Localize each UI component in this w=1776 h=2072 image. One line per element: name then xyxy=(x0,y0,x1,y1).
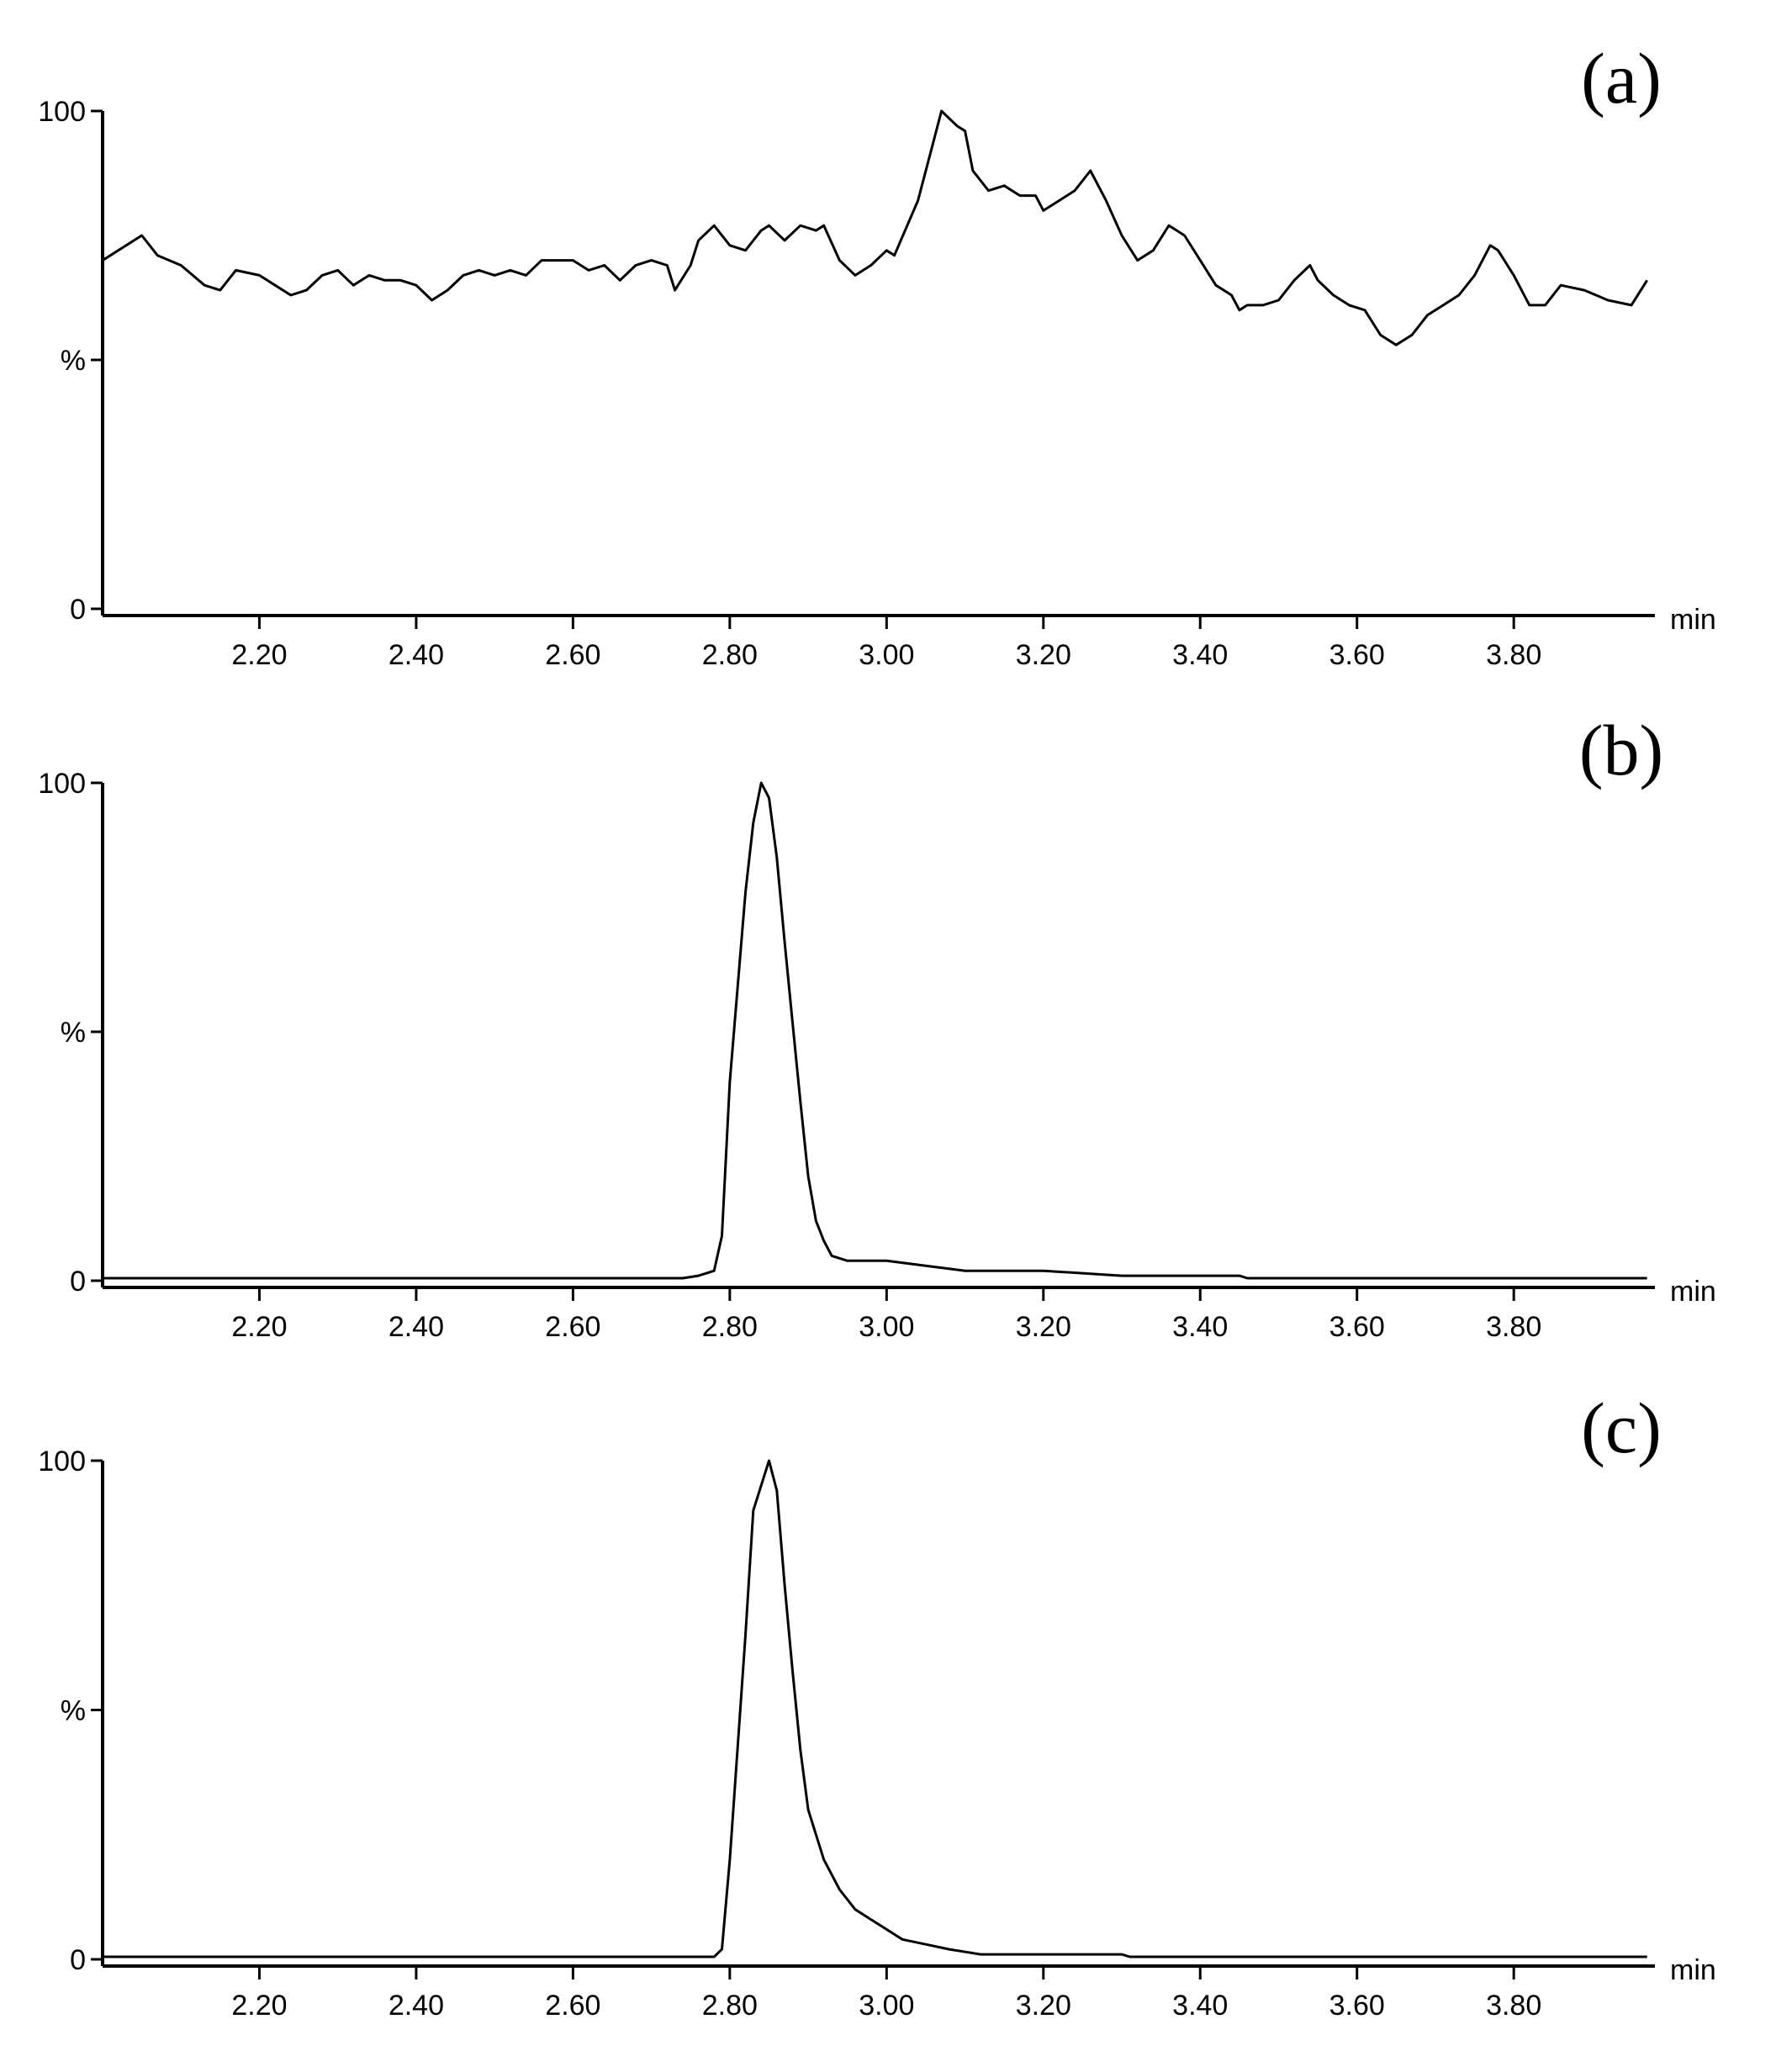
x-tick-label: 2.80 xyxy=(702,639,758,671)
x-tick-label: 3.00 xyxy=(859,1311,914,1343)
x-tick-label: 3.60 xyxy=(1329,639,1385,671)
x-tick-label: 3.20 xyxy=(1016,1311,1071,1343)
y-tick-label: % xyxy=(61,1695,86,1727)
x-tick-label: 2.20 xyxy=(231,1311,287,1343)
x-tick-label: 2.60 xyxy=(545,1311,600,1343)
y-tick-label: 0 xyxy=(70,1266,86,1298)
trace xyxy=(102,109,1648,346)
x-tick-label: 3.80 xyxy=(1486,1990,1541,2022)
x-tick-label: 3.60 xyxy=(1329,1311,1385,1343)
panel-title: (a) xyxy=(1581,38,1661,119)
y-tick-label: 100 xyxy=(38,768,86,800)
x-axis-label: min xyxy=(1670,1276,1716,1308)
y-tick-label: 100 xyxy=(38,96,86,128)
y-tick-label: 0 xyxy=(70,594,86,626)
x-tick-label: 2.40 xyxy=(388,1990,444,2022)
x-tick-label: 2.80 xyxy=(702,1990,758,2022)
panel-title: (c) xyxy=(1581,1388,1661,1468)
y-tick-label: % xyxy=(61,345,86,377)
x-tick-label: 3.40 xyxy=(1172,1990,1228,2022)
x-tick-label: 2.40 xyxy=(388,1311,444,1343)
y-tick-label: 100 xyxy=(38,1446,86,1477)
x-tick-label: 2.60 xyxy=(545,1990,600,2022)
x-tick-label: 3.40 xyxy=(1172,1311,1228,1343)
x-tick-label: 2.20 xyxy=(231,1990,287,2022)
x-tick-label: 3.20 xyxy=(1016,639,1071,671)
x-tick-label: 3.80 xyxy=(1486,1311,1541,1343)
x-tick-label: 3.40 xyxy=(1172,639,1228,671)
panel-title: (b) xyxy=(1579,710,1663,790)
x-tick-label: 3.00 xyxy=(859,639,914,671)
x-tick-label: 3.00 xyxy=(859,1990,914,2022)
x-axis-label: min xyxy=(1670,1954,1716,1986)
x-tick-label: 3.80 xyxy=(1486,639,1541,671)
x-tick-label: 2.80 xyxy=(702,1311,758,1343)
x-axis-label: min xyxy=(1670,604,1716,636)
x-tick-label: 2.40 xyxy=(388,639,444,671)
trace xyxy=(103,1459,1647,1958)
y-tick-label: 0 xyxy=(70,1944,86,1976)
x-tick-label: 2.60 xyxy=(545,639,600,671)
x-tick-label: 3.60 xyxy=(1329,1990,1385,2022)
x-tick-label: 2.20 xyxy=(231,639,287,671)
x-tick-label: 3.20 xyxy=(1016,1990,1071,2022)
trace xyxy=(103,781,1647,1280)
y-tick-label: % xyxy=(61,1017,86,1049)
